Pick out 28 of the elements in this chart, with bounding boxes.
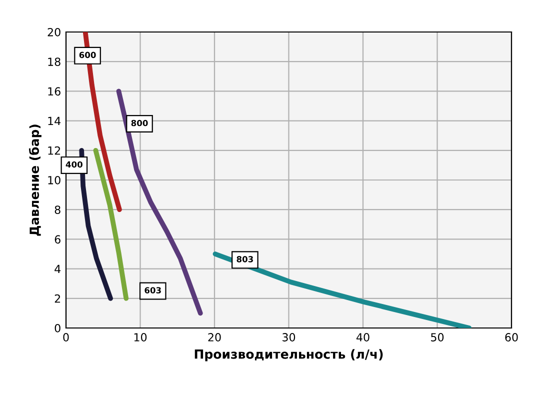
y-tick-label: 20 xyxy=(48,28,60,36)
line-series xyxy=(93,148,129,301)
line-series xyxy=(212,252,472,328)
y-tick-label: 10 xyxy=(48,176,60,184)
y-tick-label: 14 xyxy=(48,116,61,126)
series-label: 800 xyxy=(131,120,148,126)
x-tick-label: 20 xyxy=(208,333,221,342)
y-axis-title: Давление (бар) xyxy=(28,124,42,236)
series-label: 803 xyxy=(236,256,253,262)
series-label: 400 xyxy=(66,161,82,168)
x-axis-title: Производительность (л/ч) xyxy=(194,349,383,362)
x-tick-label: 50 xyxy=(431,333,444,342)
x-tick-label: 40 xyxy=(356,333,370,342)
x-tick-label: 10 xyxy=(134,333,147,342)
line-series xyxy=(116,88,203,316)
y-tick-label: 12 xyxy=(48,146,60,155)
y-tick-label: 18 xyxy=(48,58,60,66)
y-tick-label: 8 xyxy=(54,206,60,214)
y-tick-label: 16 xyxy=(48,87,60,96)
x-tick-label: 60 xyxy=(505,333,518,342)
text: 603 xyxy=(144,287,161,294)
x-tick-label: 0 xyxy=(63,333,69,342)
series-label: 600 xyxy=(79,52,96,58)
y-tick-label: 4 xyxy=(54,264,61,274)
x-tick-label: 30 xyxy=(282,333,296,342)
y-tick-label: 2 xyxy=(54,294,60,303)
y-tick-label: 6 xyxy=(54,235,60,244)
y-tick-label: 0 xyxy=(54,324,60,332)
